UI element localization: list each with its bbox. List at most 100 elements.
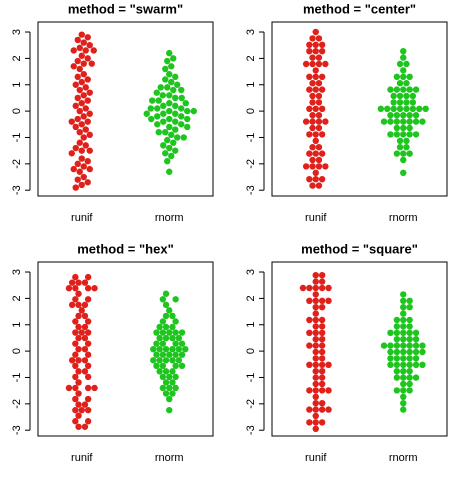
point	[318, 348, 326, 356]
point	[172, 373, 179, 381]
point	[400, 368, 407, 375]
point	[153, 89, 160, 96]
y-tick-label: 0	[11, 348, 23, 354]
point	[68, 279, 76, 286]
point	[76, 86, 83, 94]
point	[406, 374, 413, 381]
point	[84, 418, 92, 425]
point	[74, 57, 81, 65]
point	[157, 84, 164, 91]
point	[318, 316, 326, 324]
point	[84, 55, 91, 62]
point	[400, 297, 407, 304]
point	[178, 121, 185, 128]
point	[159, 340, 167, 347]
point	[156, 357, 163, 364]
point	[155, 97, 162, 104]
point	[86, 42, 93, 49]
point	[184, 123, 191, 131]
point	[400, 150, 407, 157]
y-tick-label: 2	[245, 55, 257, 61]
point	[306, 150, 313, 157]
point	[315, 92, 323, 100]
point	[400, 112, 407, 119]
point	[75, 279, 82, 286]
point	[84, 118, 91, 125]
x-tick-label: rnorm	[389, 452, 418, 464]
point	[409, 92, 417, 100]
point	[306, 41, 313, 48]
point	[400, 323, 407, 330]
y-tick-label: 3	[11, 29, 23, 35]
point	[72, 329, 79, 336]
point	[393, 323, 401, 330]
point	[325, 387, 332, 394]
point	[387, 348, 394, 356]
point	[406, 387, 413, 394]
point	[72, 184, 79, 191]
point	[393, 118, 401, 125]
point	[159, 362, 167, 370]
point	[172, 73, 179, 81]
point	[74, 36, 81, 44]
point	[325, 361, 332, 368]
point	[166, 406, 173, 414]
point	[406, 380, 413, 388]
point	[82, 47, 89, 54]
point	[318, 297, 326, 304]
point	[84, 329, 92, 336]
point	[318, 329, 326, 336]
point	[306, 131, 313, 138]
point	[76, 168, 83, 175]
point	[419, 118, 426, 125]
point	[318, 355, 326, 362]
point	[312, 380, 319, 388]
plot-box	[271, 261, 448, 437]
point	[162, 390, 170, 397]
point	[312, 150, 319, 157]
point	[166, 307, 173, 314]
point	[166, 144, 173, 152]
point	[315, 80, 323, 87]
point	[409, 99, 417, 106]
point	[406, 361, 413, 368]
point	[325, 406, 332, 413]
point	[76, 107, 83, 115]
point	[81, 357, 89, 364]
point	[312, 393, 319, 400]
point	[306, 297, 313, 304]
point	[166, 351, 173, 358]
point	[169, 334, 176, 342]
y-tick-label: -1	[11, 133, 23, 143]
point	[387, 329, 394, 336]
y-tick-label: 2	[11, 295, 23, 301]
point	[80, 163, 87, 170]
point	[80, 60, 87, 67]
point	[74, 73, 81, 81]
point	[419, 348, 426, 356]
point	[312, 419, 319, 426]
point	[412, 131, 420, 138]
point	[172, 362, 179, 370]
point	[78, 52, 85, 59]
point	[80, 113, 87, 120]
point	[169, 312, 176, 320]
point	[315, 112, 323, 119]
point	[172, 351, 179, 358]
point	[312, 73, 319, 81]
point	[169, 379, 176, 386]
point	[315, 60, 323, 68]
point	[86, 89, 93, 96]
point	[299, 284, 307, 292]
point	[78, 329, 85, 336]
point	[393, 86, 401, 93]
point	[84, 97, 91, 104]
point	[396, 99, 404, 106]
point	[400, 329, 407, 336]
point	[312, 425, 319, 432]
point	[312, 48, 319, 55]
point	[168, 131, 175, 139]
point	[154, 113, 161, 120]
point	[78, 78, 85, 86]
point	[164, 84, 171, 91]
